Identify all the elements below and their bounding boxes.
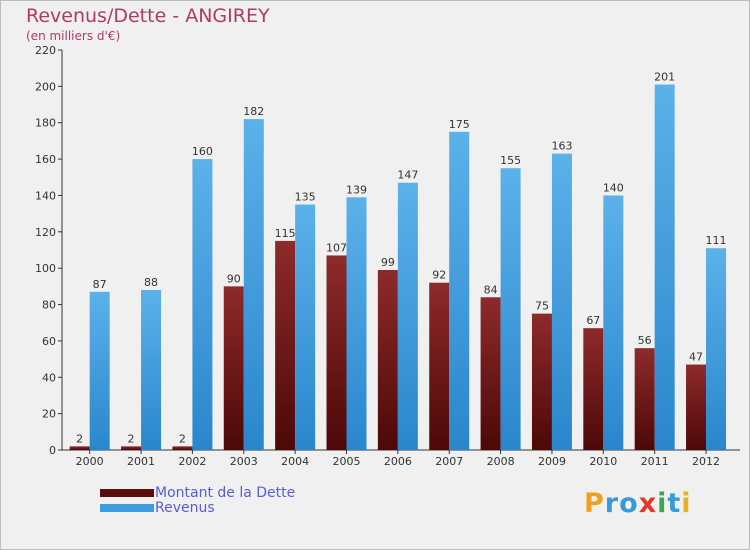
data-label-revenus: 88: [144, 276, 158, 289]
bar-dette: [326, 255, 347, 450]
x-tick-label: 2012: [692, 455, 720, 468]
legend-swatch-dette: [100, 489, 154, 497]
data-label-dette: 90: [227, 272, 241, 285]
data-label-revenus: 155: [500, 154, 521, 167]
x-tick-label: 2003: [230, 455, 258, 468]
chart-title: Revenus/Dette - ANGIREY: [26, 5, 270, 27]
bar-dette: [634, 348, 655, 450]
y-tick-label: 220: [35, 44, 56, 57]
y-tick-label: 40: [42, 371, 56, 384]
logo-letter: o: [619, 488, 639, 519]
bar-revenus: [243, 119, 264, 450]
data-label-dette: 47: [689, 351, 703, 364]
x-tick-label: 2005: [333, 455, 361, 468]
bar-revenus: [449, 131, 470, 450]
data-label-dette: 115: [275, 227, 296, 240]
bar-dette: [223, 286, 244, 450]
logo-letter: x: [638, 488, 658, 519]
bar-dette: [121, 446, 142, 450]
x-tick-label: 2010: [589, 455, 617, 468]
data-label-dette: 75: [535, 300, 549, 313]
legend-label-revenus: Revenus: [155, 500, 215, 516]
data-label-dette: 92: [432, 269, 446, 282]
data-label-dette: 99: [381, 256, 395, 269]
bar-revenus: [551, 153, 572, 451]
bar-revenus: [192, 159, 213, 450]
data-label-revenus: 147: [397, 169, 418, 182]
bar-revenus: [397, 182, 418, 450]
bar-revenus: [89, 291, 110, 450]
bar-dette: [531, 313, 552, 450]
y-tick-label: 60: [42, 335, 56, 348]
logo-letter: t: [667, 488, 682, 519]
bar-revenus: [706, 248, 727, 450]
data-label-dette: 56: [638, 334, 652, 347]
y-tick-label: 120: [35, 226, 56, 239]
proxiti-logo: Proxiti: [584, 488, 692, 519]
bar-revenus: [654, 84, 675, 450]
bar-revenus: [500, 168, 521, 450]
y-tick-label: 160: [35, 153, 56, 166]
y-tick-label: 180: [35, 117, 56, 130]
data-label-revenus: 139: [346, 183, 367, 196]
chart-subtitle: (en milliers d'€): [26, 29, 121, 43]
x-tick-label: 2004: [281, 455, 309, 468]
bar-revenus: [295, 204, 316, 450]
data-label-revenus: 111: [706, 234, 727, 247]
bar-dette: [429, 282, 450, 450]
x-tick-label: 2007: [435, 455, 463, 468]
x-tick-label: 2000: [76, 455, 104, 468]
logo-letter: i: [681, 488, 692, 519]
data-label-revenus: 140: [603, 181, 624, 194]
x-tick-label: 2001: [127, 455, 155, 468]
legend-label-dette: Montant de la Dette: [155, 485, 296, 501]
data-label-revenus: 160: [192, 145, 213, 158]
data-label-dette: 2: [76, 432, 83, 445]
bar-dette: [275, 240, 296, 450]
x-tick-label: 2002: [178, 455, 206, 468]
data-label-dette: 84: [484, 283, 498, 296]
y-tick-label: 80: [42, 299, 56, 312]
x-tick-label: 2006: [384, 455, 412, 468]
data-label-dette: 2: [179, 432, 186, 445]
data-label-revenus: 87: [93, 278, 107, 291]
bar-dette: [172, 446, 193, 450]
bar-dette: [480, 297, 501, 450]
y-tick-label: 20: [42, 408, 56, 421]
bar-revenus: [346, 197, 367, 450]
data-label-revenus: 175: [449, 118, 470, 131]
bar-revenus: [141, 290, 162, 450]
x-tick-label: 2008: [487, 455, 515, 468]
x-tick-label: 2009: [538, 455, 566, 468]
bar-revenus: [603, 195, 624, 450]
y-tick-label: 140: [35, 189, 56, 202]
data-label-revenus: 201: [654, 71, 675, 84]
data-label-dette: 67: [586, 314, 600, 327]
x-tick-label: 2011: [641, 455, 669, 468]
data-label-revenus: 135: [295, 191, 316, 204]
bar-dette: [686, 364, 707, 450]
bar-dette: [69, 446, 90, 450]
data-label-revenus: 163: [551, 140, 572, 153]
logo-letter: i: [657, 488, 668, 519]
data-label-dette: 107: [326, 241, 347, 254]
y-tick-label: 0: [49, 444, 56, 457]
bar-dette: [583, 328, 604, 450]
legend-swatch-revenus: [100, 504, 154, 512]
bar-dette: [377, 270, 398, 450]
y-tick-label: 100: [35, 262, 56, 275]
data-label-dette: 2: [128, 432, 135, 445]
logo-letter: P: [584, 488, 605, 519]
data-label-revenus: 182: [243, 105, 264, 118]
y-tick-label: 200: [35, 80, 56, 93]
logo-letter: r: [604, 488, 620, 519]
